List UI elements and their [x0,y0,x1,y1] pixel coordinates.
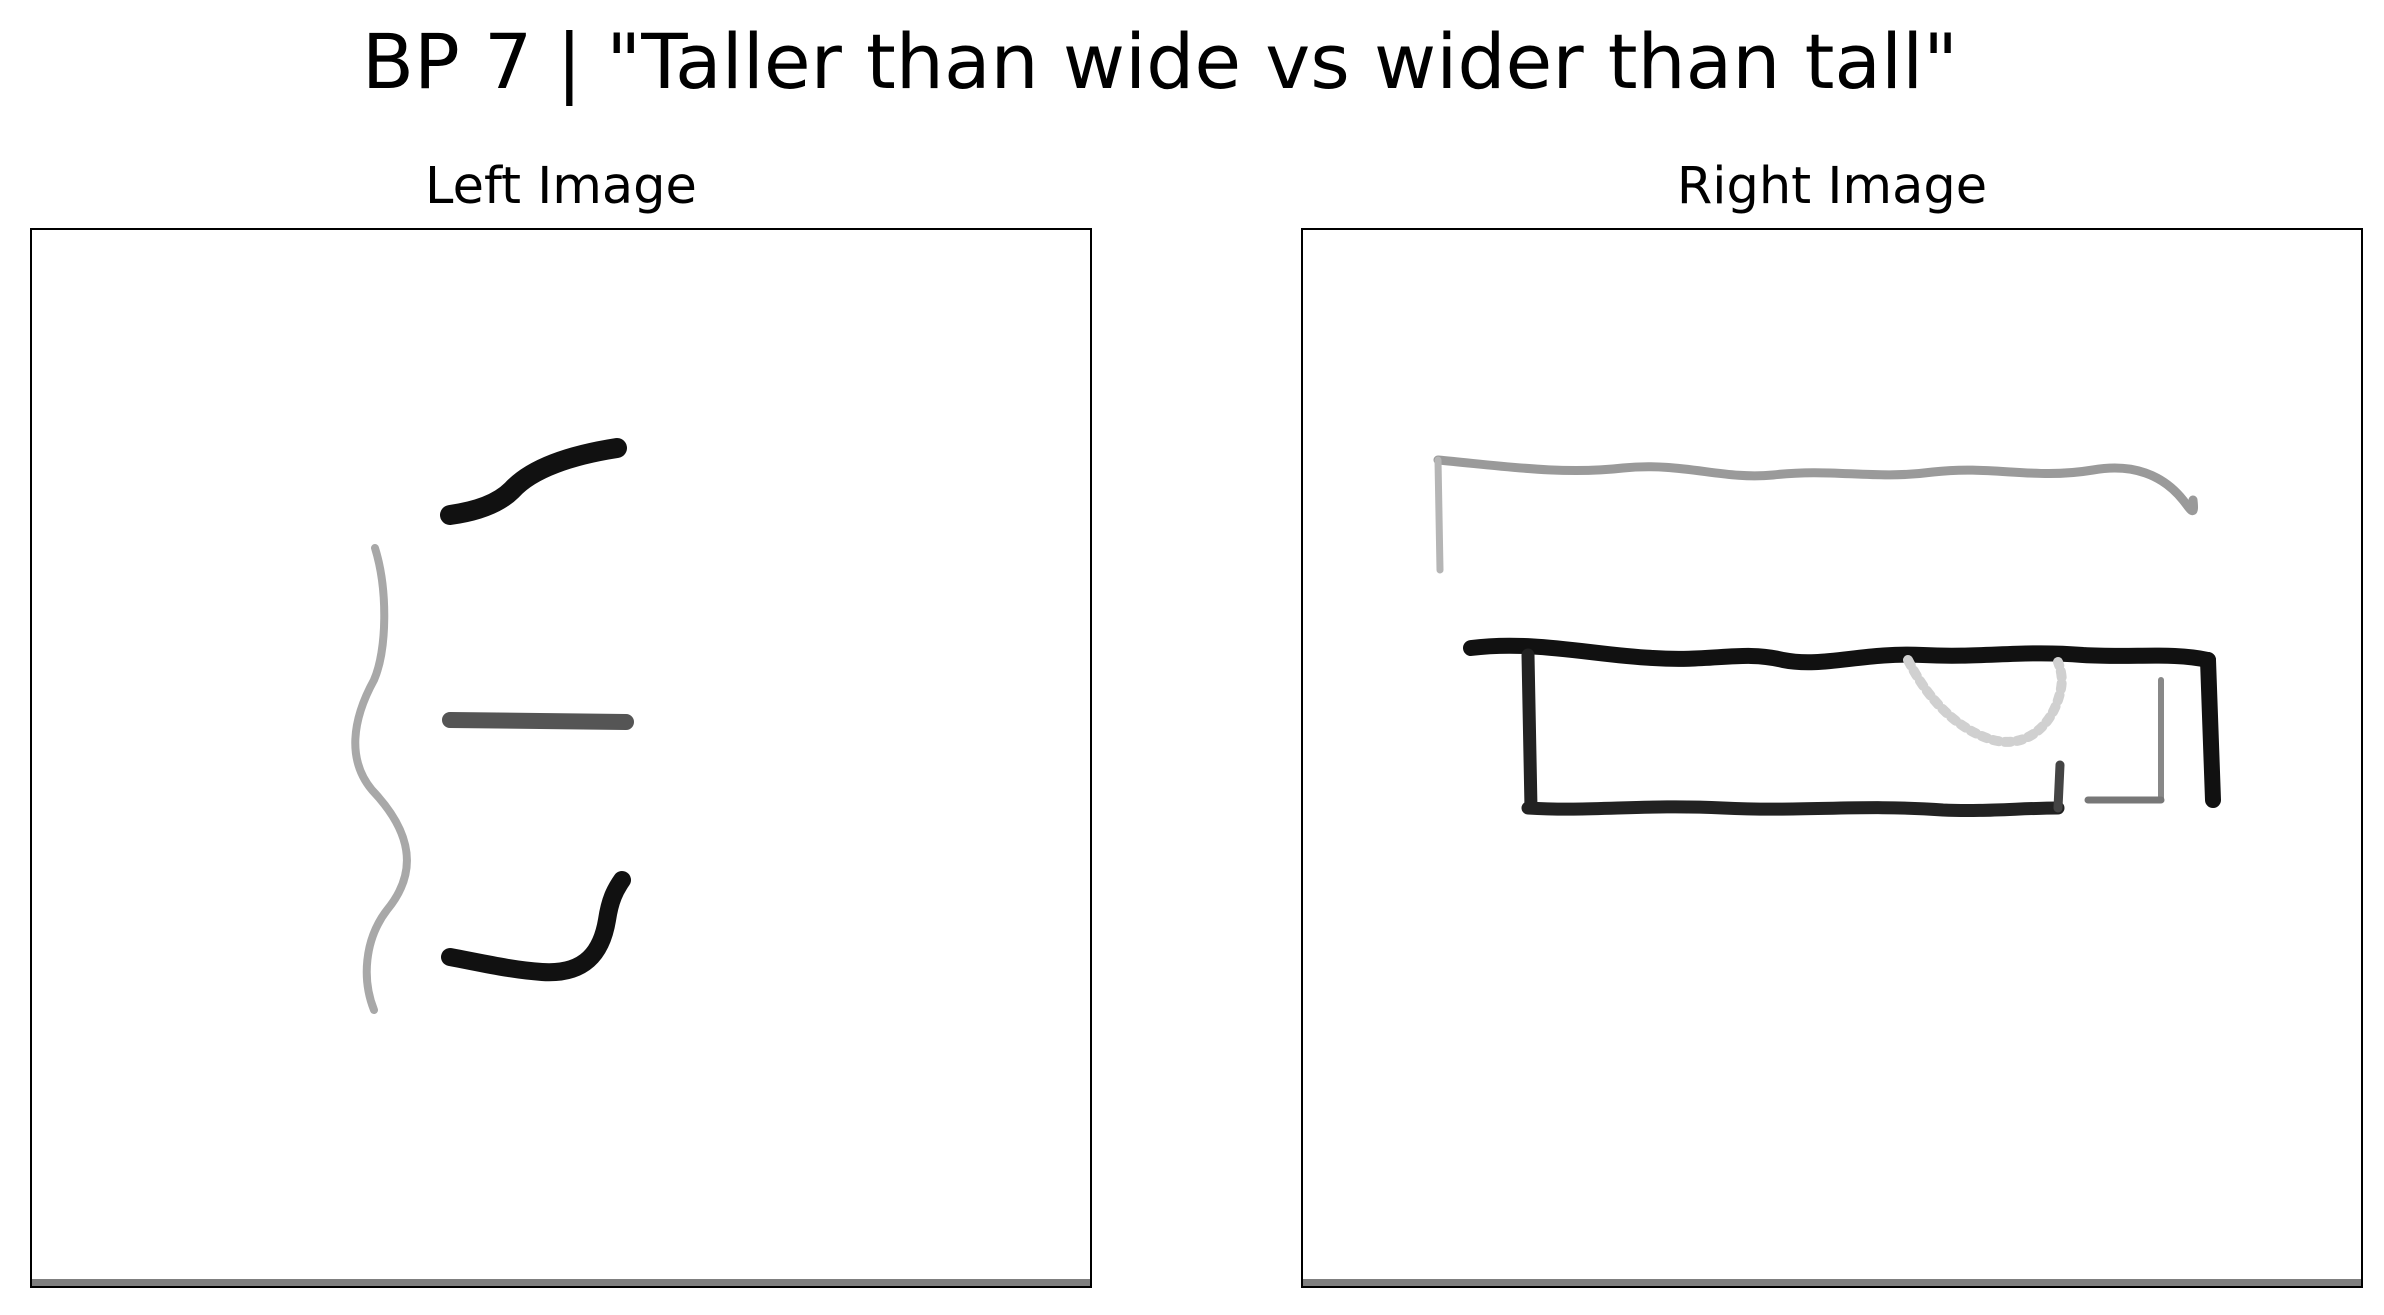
right-image-panel [1301,228,2363,1288]
right-rect-bottom-edge [1521,800,2065,818]
left-top-dark-stroke [440,438,627,525]
left-middle-stroke [442,712,634,730]
left-image-panel [30,228,1092,1288]
left-image-drawing [351,438,634,1014]
left-wavy-vertical-stroke [351,544,411,1014]
right-rect-left-edge [1521,648,1538,815]
right-top-left-tick [1434,456,1444,574]
left-bottom-dark-stroke [441,871,631,982]
right-panel-title: Right Image [1676,157,1988,216]
right-rect-top-edge [1463,637,2216,671]
right-top-wavy-stroke [1433,455,2198,516]
right-faint-diagonal-stroke [1903,655,2067,747]
right-panel-bottom-edge [1303,1279,2361,1286]
right-rect-right-edge [2200,652,2221,808]
right-rect-inner-right-edge [2053,760,2065,813]
left-panel-bottom-edge [32,1279,1090,1286]
right-image-drawing [1433,455,2221,818]
figure-title: BP 7 | "Taller than wide vs wider than t… [361,17,1959,106]
left-panel-title: Left Image [425,157,697,216]
